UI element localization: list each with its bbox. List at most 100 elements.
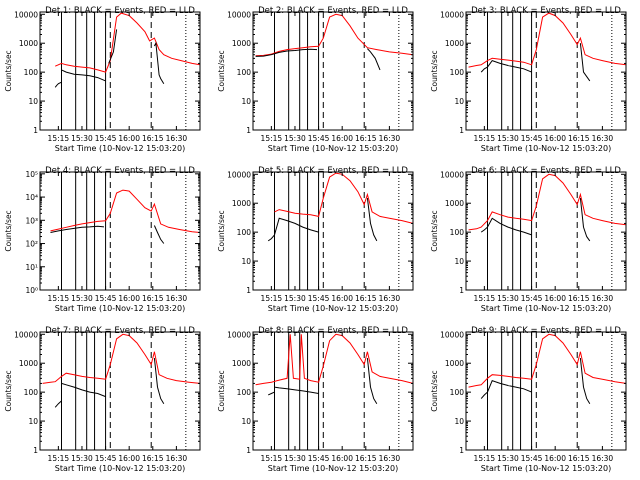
events-series-line [255, 48, 318, 57]
x-tick-label: 16:00 [544, 294, 566, 303]
events-series-line [153, 358, 165, 404]
y-tick-label: 1000 [445, 359, 464, 368]
x-tick-label: 16:30 [166, 454, 188, 463]
x-tick-label: 16:30 [166, 134, 188, 143]
y-axis-label: Counts/sec [217, 370, 226, 411]
panel-title: Det 5: BLACK = Events, RED = LLD [258, 166, 408, 176]
y-tick-label: 10 [454, 97, 464, 106]
plot-area [468, 332, 626, 450]
x-tick-label: 15:30 [497, 134, 519, 143]
y-tick-label: 1 [246, 446, 251, 455]
panel-title: Det 1: BLACK = Events, RED = LLD [45, 6, 195, 16]
y-tick-label: 1000 [19, 39, 38, 48]
y-tick-label: 1 [459, 286, 464, 295]
x-tick-label: 15:30 [71, 294, 93, 303]
panel-title: Det 4: BLACK = Events, RED = LLD [45, 166, 195, 176]
panel-det9: 1 10 100 1000 10000 15:15 15:30 15:45 16:00 16:15… [430, 326, 627, 473]
y-tick-label: 1 [459, 126, 464, 135]
x-tick-label: 15:30 [71, 134, 93, 143]
y-tick-label: 10000 [14, 10, 38, 19]
panel-det5: 1 10 100 1000 10000 15:15 15:30 15:45 16:00 16:15… [217, 166, 414, 313]
y-tick-label: 100 [24, 388, 39, 397]
x-tick-label: 15:15 [261, 454, 283, 463]
events-series-line [153, 225, 165, 244]
x-axis-label: Start Time (10-Nov-12 15:03:20) [55, 144, 185, 153]
events-series-line [267, 391, 275, 396]
y-tick-label: 1000 [232, 39, 251, 48]
y-tick-label: 10000 [440, 10, 464, 19]
x-tick-label: 16:00 [544, 134, 566, 143]
x-tick-label: 16:30 [592, 294, 614, 303]
lld-series-line [274, 172, 413, 224]
x-tick-label: 16:30 [379, 454, 401, 463]
y-tick-label: 100 [24, 68, 39, 77]
x-tick-label: 15:30 [284, 134, 306, 143]
plot-area [468, 172, 626, 290]
y-axis-label: Counts/sec [430, 50, 439, 91]
x-axis-label: Start Time (10-Nov-12 15:03:20) [481, 144, 611, 153]
plot-area [42, 332, 200, 450]
events-series-line [61, 382, 106, 398]
y-tick-label: 10¹ [25, 263, 38, 272]
events-series-line [50, 225, 105, 233]
x-tick-label: 15:45 [521, 294, 543, 303]
x-tick-label: 15:15 [261, 294, 283, 303]
axes-frame [465, 11, 627, 131]
x-tick-label: 16:00 [118, 294, 140, 303]
y-axis-label: Counts/sec [217, 50, 226, 91]
events-series-line [54, 400, 62, 408]
x-tick-label: 15:30 [284, 454, 306, 463]
x-tick-label: 16:15 [355, 134, 377, 143]
panel-det6: 1 10 100 1000 10000 15:15 15:30 15:45 16:00 16:15… [430, 166, 627, 313]
x-tick-label: 16:30 [379, 134, 401, 143]
x-tick-label: 16:30 [166, 294, 188, 303]
x-tick-label: 16:00 [118, 134, 140, 143]
x-tick-label: 15:45 [521, 454, 543, 463]
axes-frame [39, 171, 201, 291]
y-axis-label: Counts/sec [4, 210, 13, 251]
events-series-line [274, 386, 319, 394]
y-axis-label: Counts/sec [430, 210, 439, 251]
x-tick-label: 15:15 [48, 134, 70, 143]
axes-frame [465, 171, 627, 291]
lld-series-line [50, 189, 200, 233]
x-tick-label: 16:00 [331, 134, 353, 143]
x-tick-label: 15:45 [308, 454, 330, 463]
x-tick-label: 16:00 [331, 294, 353, 303]
panel-det2: 1 10 100 1000 10000 15:15 15:30 15:45 16:00 16:15… [217, 6, 414, 153]
y-tick-label: 100 [450, 228, 465, 237]
y-tick-label: 10000 [440, 170, 464, 179]
events-series-line [366, 358, 378, 404]
plot-area [468, 12, 626, 130]
y-tick-label: 10000 [227, 170, 251, 179]
x-axis-label: Start Time (10-Nov-12 15:03:20) [268, 144, 398, 153]
y-tick-label: 1000 [232, 359, 251, 368]
x-tick-label: 15:30 [497, 294, 519, 303]
events-series-line [61, 69, 106, 82]
events-series-line [366, 198, 378, 242]
y-tick-label: 10000 [440, 330, 464, 339]
y-tick-label: 10000 [14, 330, 38, 339]
events-series-line [480, 217, 532, 236]
y-tick-label: 10 [28, 417, 38, 426]
y-tick-label: 100 [237, 68, 252, 77]
y-tick-label: 1000 [445, 199, 464, 208]
events-series-line [480, 379, 532, 399]
y-tick-label: 1 [246, 126, 251, 135]
x-tick-label: 15:45 [95, 454, 117, 463]
plot-area [50, 172, 200, 290]
axes-frame [39, 331, 201, 451]
y-tick-label: 10000 [227, 330, 251, 339]
y-tick-label: 100 [450, 388, 465, 397]
panel-det3: 1 10 100 1000 10000 15:15 15:30 15:45 16:00 16:15… [430, 6, 627, 153]
x-tick-label: 16:00 [118, 454, 140, 463]
y-tick-label: 1000 [445, 39, 464, 48]
x-tick-label: 16:15 [142, 454, 164, 463]
x-tick-label: 16:15 [355, 294, 377, 303]
y-tick-label: 10⁰ [25, 286, 38, 295]
panel-det8: 1 10 100 1000 10000 15:15 15:30 15:45 16:00 16:15… [217, 326, 414, 473]
events-series-line [108, 29, 118, 64]
events-series-line [367, 48, 381, 71]
x-tick-label: 15:15 [474, 134, 496, 143]
